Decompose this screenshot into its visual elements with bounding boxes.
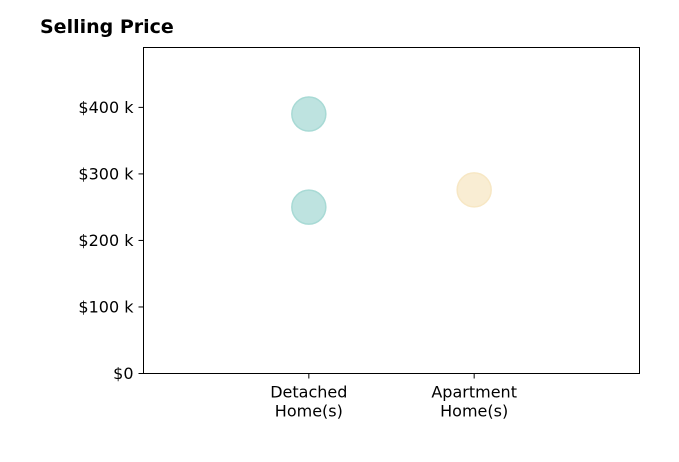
- y-tick-label: $400 k: [78, 98, 134, 117]
- data-point: [291, 96, 327, 132]
- y-tick-label: $100 k: [78, 297, 134, 316]
- y-tick-label: $300 k: [78, 164, 134, 183]
- y-tick-label: $200 k: [78, 231, 134, 250]
- x-tick-label: Detached Home(s): [270, 383, 347, 421]
- x-tick-label: Apartment Home(s): [431, 383, 517, 421]
- chart-title: Selling Price: [40, 16, 174, 38]
- y-tick-label: $0: [113, 364, 133, 383]
- plot-frame: [143, 47, 640, 374]
- data-point: [456, 172, 492, 208]
- data-point: [291, 189, 327, 225]
